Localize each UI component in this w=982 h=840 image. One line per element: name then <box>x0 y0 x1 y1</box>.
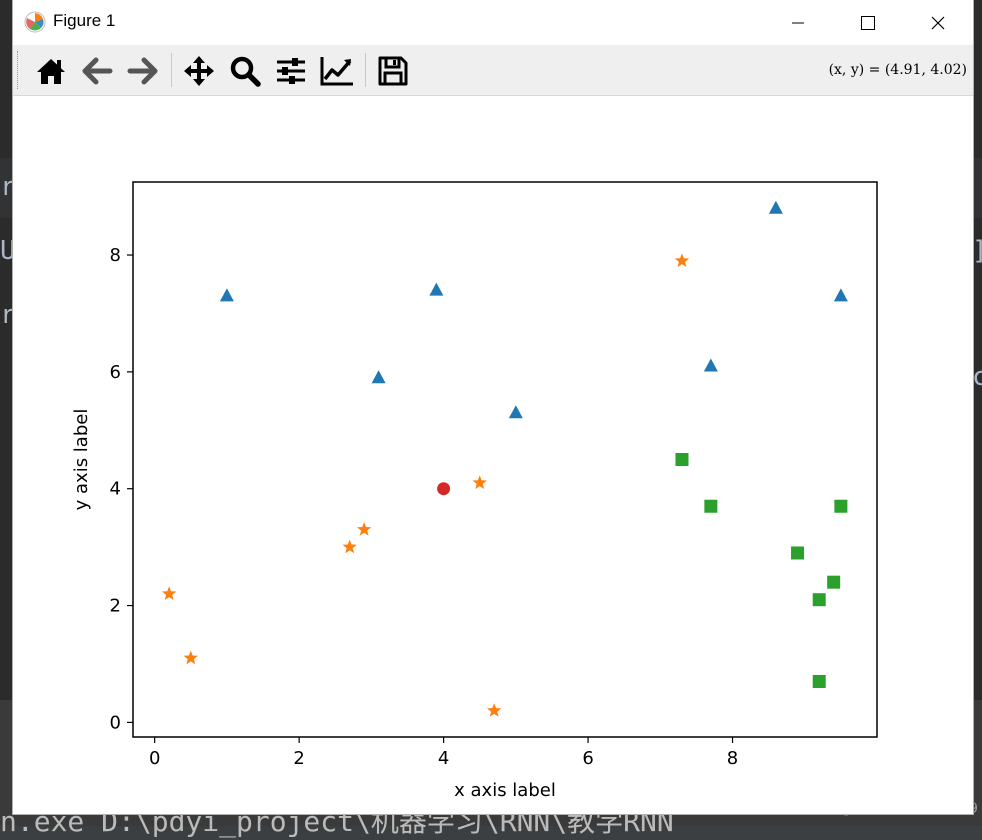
customize-button[interactable] <box>317 51 357 91</box>
y-tick-label: 4 <box>110 479 121 500</box>
star-marker <box>183 650 198 665</box>
home-button[interactable] <box>31 51 71 91</box>
square-marker <box>834 499 848 513</box>
ide-code-fragment: ] <box>972 236 982 266</box>
close-icon <box>931 16 945 29</box>
back-button[interactable] <box>77 51 117 91</box>
ide-code-fragment: r <box>0 300 16 330</box>
zoom-button[interactable] <box>225 51 265 91</box>
toolbar-grip[interactable] <box>17 51 20 89</box>
arrow-right-icon <box>127 57 158 85</box>
move-icon <box>184 56 214 86</box>
square-marker <box>812 675 826 688</box>
axes-frame <box>132 181 878 738</box>
save-button[interactable] <box>373 51 413 91</box>
square-marker <box>704 499 718 513</box>
triangle-marker <box>429 282 444 296</box>
navigation-toolbar: (x, y) = (4.91, 4.02) <box>13 45 973 96</box>
line-chart-icon <box>320 57 353 86</box>
y-tick-label: 6 <box>110 362 121 383</box>
figure-canvas[interactable]: 0 2 4 6 8 0 2 4 6 8 x axis label y axis label <box>13 96 973 814</box>
cursor-coordinates: (x, y) = (4.91, 4.02) <box>828 62 967 78</box>
star-marker <box>487 703 502 717</box>
square-marker <box>812 593 826 607</box>
axis-ticks: 0 2 4 6 8 0 2 4 6 8 <box>110 245 739 769</box>
star-marker <box>342 539 357 554</box>
ide-code-fragment: U <box>0 236 16 266</box>
sliders-icon <box>277 58 305 84</box>
toolbar-separator <box>171 53 172 87</box>
data-points <box>161 200 848 717</box>
square-marker <box>791 546 805 560</box>
y-axis-label: y axis label <box>71 409 92 511</box>
star-marker <box>674 253 690 267</box>
x-tick-label: 4 <box>438 748 449 769</box>
triangle-marker <box>219 288 234 302</box>
triangle-marker <box>768 200 783 214</box>
window-title: Figure 1 <box>53 11 116 30</box>
scatter-plot[interactable]: 0 2 4 6 8 0 2 4 6 8 x axis label y axis label <box>13 96 973 814</box>
x-tick-label: 6 <box>582 748 593 769</box>
minimize-icon <box>792 22 804 23</box>
title-bar[interactable]: Figure 1 <box>13 0 973 45</box>
square-marker <box>827 575 841 589</box>
y-tick-label: 8 <box>110 245 121 266</box>
triangle-marker <box>833 288 848 302</box>
magnifier-icon <box>230 56 261 87</box>
x-tick-label: 2 <box>293 748 304 769</box>
close-button[interactable] <box>903 0 973 45</box>
maximize-icon <box>861 15 875 30</box>
y-tick-label: 2 <box>110 596 121 617</box>
x-tick-label: 8 <box>727 748 738 769</box>
triangle-marker <box>703 358 718 372</box>
x-axis-label: x axis label <box>454 780 556 801</box>
figure-window: Figure 1 <box>13 0 973 814</box>
arrow-left-icon <box>82 57 113 85</box>
circle-marker <box>437 482 451 496</box>
subplots-button[interactable] <box>271 51 311 91</box>
home-icon <box>37 59 65 84</box>
triangle-marker <box>371 370 386 384</box>
x-tick-label: 0 <box>149 748 160 769</box>
matplotlib-icon <box>24 11 46 33</box>
triangle-marker <box>508 405 523 419</box>
square-marker <box>675 453 689 466</box>
toolbar-separator <box>365 53 366 87</box>
pan-button[interactable] <box>179 51 219 91</box>
minimize-button[interactable] <box>763 0 833 45</box>
star-marker <box>161 586 177 600</box>
star-marker <box>472 475 487 489</box>
ide-code-fragment: c <box>972 362 982 392</box>
maximize-button[interactable] <box>833 0 903 45</box>
ide-code-fragment: r <box>0 172 16 202</box>
y-tick-label: 0 <box>110 712 121 733</box>
floppy-disk-icon <box>378 56 408 86</box>
star-marker <box>357 522 372 536</box>
forward-button[interactable] <box>123 51 163 91</box>
